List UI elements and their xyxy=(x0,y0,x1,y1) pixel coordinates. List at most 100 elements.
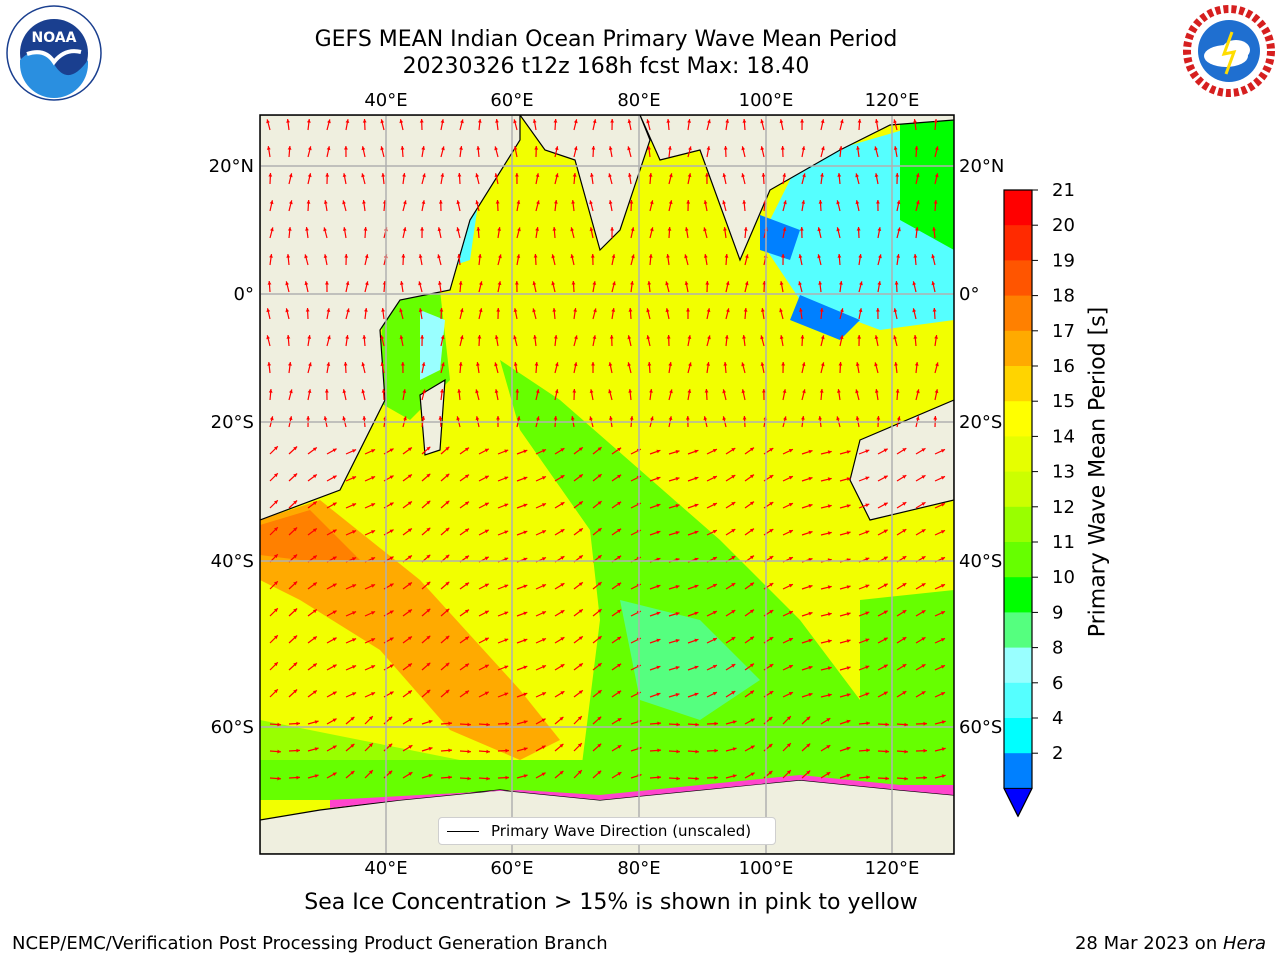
wave-arrow-head xyxy=(723,362,728,366)
wave-arrow-head xyxy=(408,745,413,749)
wave-arrow-head xyxy=(649,227,654,232)
footer-date: 28 Mar 2023 on Hera xyxy=(1075,933,1266,954)
wave-arrow-head xyxy=(407,663,412,668)
wave-arrow-head xyxy=(646,335,651,340)
wave-arrow-head xyxy=(617,555,622,560)
wave-arrow-head xyxy=(578,474,583,478)
wave-arrow-head xyxy=(750,718,755,723)
wave-arrow-head xyxy=(389,637,394,641)
wave-arrow-head xyxy=(760,146,765,151)
wave-arrow-head xyxy=(657,748,661,753)
wave-arrow-head xyxy=(714,721,718,726)
wave-arrow-head xyxy=(665,308,670,313)
wave-arrow-head xyxy=(904,749,908,754)
wave-arrow-head xyxy=(893,119,897,124)
wave-arrow-head xyxy=(560,637,565,641)
colorbar-tick-label: 13 xyxy=(1052,462,1075,483)
wave-arrow-head xyxy=(475,389,479,394)
wave-arrow-head xyxy=(364,254,369,259)
wave-arrow-head xyxy=(915,227,919,231)
wave-arrow-head xyxy=(314,720,319,724)
wave-arrow-head xyxy=(497,281,502,286)
wave-arrow-head xyxy=(760,362,765,366)
wave-arrow-head xyxy=(934,335,938,339)
footer-host: Hera xyxy=(1222,933,1266,954)
wave-arrow-head xyxy=(610,227,614,231)
wave-arrow-head xyxy=(380,362,385,367)
wave-arrow-head xyxy=(648,173,653,177)
wave-arrow-head xyxy=(676,749,680,754)
lon-tick-top: 120°E xyxy=(865,90,920,111)
wave-arrow-head xyxy=(630,281,634,285)
wave-arrow-head xyxy=(368,716,373,721)
wave-arrow-head xyxy=(352,692,357,696)
wave-arrow-head xyxy=(533,335,537,339)
colorbar-tick-label: 15 xyxy=(1052,391,1075,412)
wave-arrow-head xyxy=(743,308,748,312)
colorbar-extend-triangle xyxy=(1003,787,1033,818)
wave-arrow-head xyxy=(656,449,661,454)
wave-arrow-head xyxy=(750,636,754,641)
wave-arrow-head xyxy=(407,609,412,614)
wave-arrow-head xyxy=(941,665,945,669)
wave-arrow-head xyxy=(865,557,870,562)
wave-arrow-head xyxy=(578,636,583,640)
wave-arrow-head xyxy=(403,416,407,421)
wave-arrow-head xyxy=(560,475,565,479)
wave-arrow-head xyxy=(750,772,755,777)
wave-arrow-head xyxy=(552,308,557,312)
wave-arrow-head xyxy=(399,335,404,339)
wave-arrow-head xyxy=(722,173,727,178)
wave-arrow-head xyxy=(572,173,577,177)
wave-arrow-head xyxy=(266,146,271,150)
wave-arrow-head xyxy=(399,119,404,124)
wave-arrow-head xyxy=(532,119,537,123)
wave-arrow-head xyxy=(932,227,936,231)
wave-arrow-head xyxy=(874,362,878,367)
wave-arrow-head xyxy=(883,610,888,615)
wave-arrow-head xyxy=(839,281,843,285)
wave-arrow-head xyxy=(647,362,652,366)
wave-arrow-head xyxy=(933,119,938,123)
wave-arrow-head xyxy=(894,362,898,366)
wave-arrow-head xyxy=(703,416,708,421)
map-frame xyxy=(259,114,955,855)
wave-arrow-head xyxy=(768,716,773,721)
wave-arrow-head xyxy=(712,557,717,561)
wave-arrow-head xyxy=(465,636,469,641)
wave-arrow-head xyxy=(496,308,501,312)
wave-arrow-head xyxy=(312,447,317,452)
wave-arrow-head xyxy=(883,637,888,642)
wave-arrow-head xyxy=(855,173,859,178)
wave-arrow-head xyxy=(418,308,423,312)
wave-arrow-head xyxy=(808,530,813,535)
wave-arrow-head xyxy=(750,663,754,668)
wave-arrow-head xyxy=(675,450,680,454)
colorbar-segment xyxy=(1004,225,1032,261)
wave-arrow-head xyxy=(402,173,406,177)
wave-arrow-head xyxy=(457,254,461,258)
wave-arrow-head xyxy=(750,528,754,533)
wave-arrow-head xyxy=(883,664,888,669)
wave-arrow-head xyxy=(617,772,622,776)
wave-arrow-head xyxy=(484,610,489,615)
wave-arrow-head xyxy=(687,335,692,339)
wave-arrow-head xyxy=(695,722,699,727)
wave-arrow-head xyxy=(326,308,331,312)
wave-arrow-head xyxy=(342,416,346,421)
wave-arrow-head xyxy=(332,448,337,453)
wave-arrow-head xyxy=(445,554,450,559)
wave-arrow-head xyxy=(732,747,737,751)
wave-arrow-head xyxy=(826,772,831,776)
wave-arrow-head xyxy=(695,776,699,781)
wave-arrow-head xyxy=(750,609,754,614)
wave-arrow-head xyxy=(371,692,376,696)
wave-arrow-head xyxy=(445,473,450,478)
wave-arrow-head xyxy=(542,476,546,480)
wave-arrow-head xyxy=(274,527,278,532)
wave-arrow-head xyxy=(800,119,804,123)
wave-arrow-head xyxy=(332,583,337,588)
wave-arrow-head xyxy=(846,773,851,778)
wave-arrow-head xyxy=(551,281,556,286)
wave-arrow-head xyxy=(941,449,945,453)
